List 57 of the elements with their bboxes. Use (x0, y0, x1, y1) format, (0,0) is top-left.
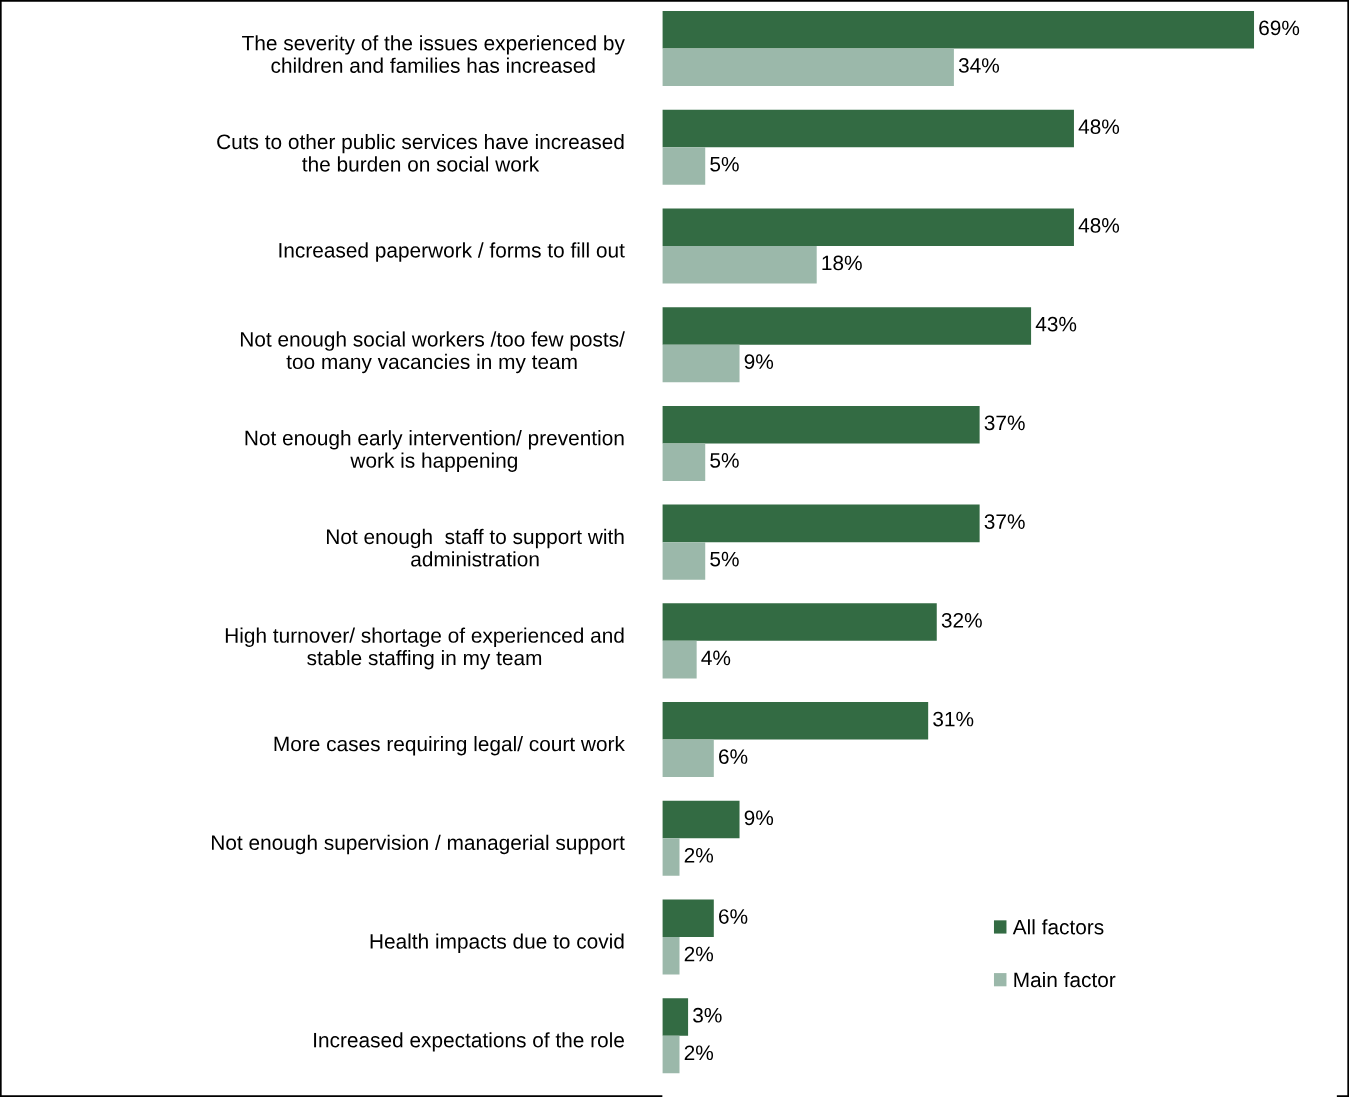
bar (662, 838, 680, 876)
data-label: 9% (744, 354, 774, 370)
data-label: 31% (933, 711, 974, 727)
y-tick-label: The severity of the issues experienced by children and families has increased (242, 35, 625, 73)
y-tick-label: More cases requiring legal/ court work (274, 736, 625, 756)
bar (662, 405, 980, 444)
y-tick-label: Cuts to other public services have increased the burden on social work (217, 133, 624, 172)
data-label: 4% (701, 650, 731, 666)
data-label: 2% (684, 946, 714, 962)
data-label: 3% (693, 1007, 722, 1023)
data-label: 43% (1035, 316, 1077, 332)
y-tick-label: Increased expectations of the role (314, 1032, 624, 1052)
bar (662, 109, 1074, 148)
bar (662, 208, 1074, 246)
data-label: 6% (719, 749, 748, 764)
data-label: 6% (719, 909, 748, 924)
bar (662, 344, 740, 383)
bar (662, 899, 714, 938)
bar (662, 937, 680, 975)
data-label: 9% (744, 810, 774, 826)
data-label: 5% (710, 551, 739, 567)
y-tick-label: Health impacts due to covid (370, 933, 624, 953)
data-label: 37% (984, 415, 1025, 431)
y-tick-label: Not enough social workers /too few posts/ too many vacancies in my team (240, 331, 625, 374)
data-label: 69% (1259, 20, 1300, 36)
data-label: 2% (684, 1045, 714, 1061)
y-tick-label: Not enough staff to support with administration (327, 528, 624, 567)
data-label: 18% (822, 255, 862, 271)
bar (662, 504, 980, 543)
y-tick-label: Not enough early intervention/ prevention work is happening (245, 430, 624, 472)
y-tick-label: Not enough supervision / managerial support (212, 834, 625, 855)
bar (662, 48, 954, 86)
bar (662, 640, 697, 679)
bar (662, 147, 706, 185)
bar (662, 603, 937, 641)
bar (662, 245, 817, 284)
data-label: 5% (710, 156, 739, 172)
data-label: 5% (710, 453, 739, 468)
legend-label: Main factor (1014, 971, 1116, 988)
bar (662, 542, 706, 580)
bar (662, 702, 929, 740)
legend-label: All factors (1012, 919, 1104, 935)
bar (662, 998, 689, 1036)
data-label: 32% (941, 612, 982, 628)
bar (662, 10, 1255, 49)
bar (662, 1035, 680, 1074)
data-label: 34% (958, 58, 1000, 73)
y-tick-label: Increased paperwork / forms to fill out (279, 242, 625, 262)
y-tick-label: High turnover/ shortage of experienced and stable staffing in my team (225, 627, 624, 670)
bar (662, 307, 1032, 345)
data-label: 48% (1078, 218, 1120, 233)
bar (662, 443, 706, 481)
bar (662, 739, 714, 778)
data-label: 2% (684, 847, 714, 863)
data-label: 37% (984, 514, 1025, 529)
data-label: 48% (1078, 119, 1120, 135)
bar (662, 800, 740, 839)
